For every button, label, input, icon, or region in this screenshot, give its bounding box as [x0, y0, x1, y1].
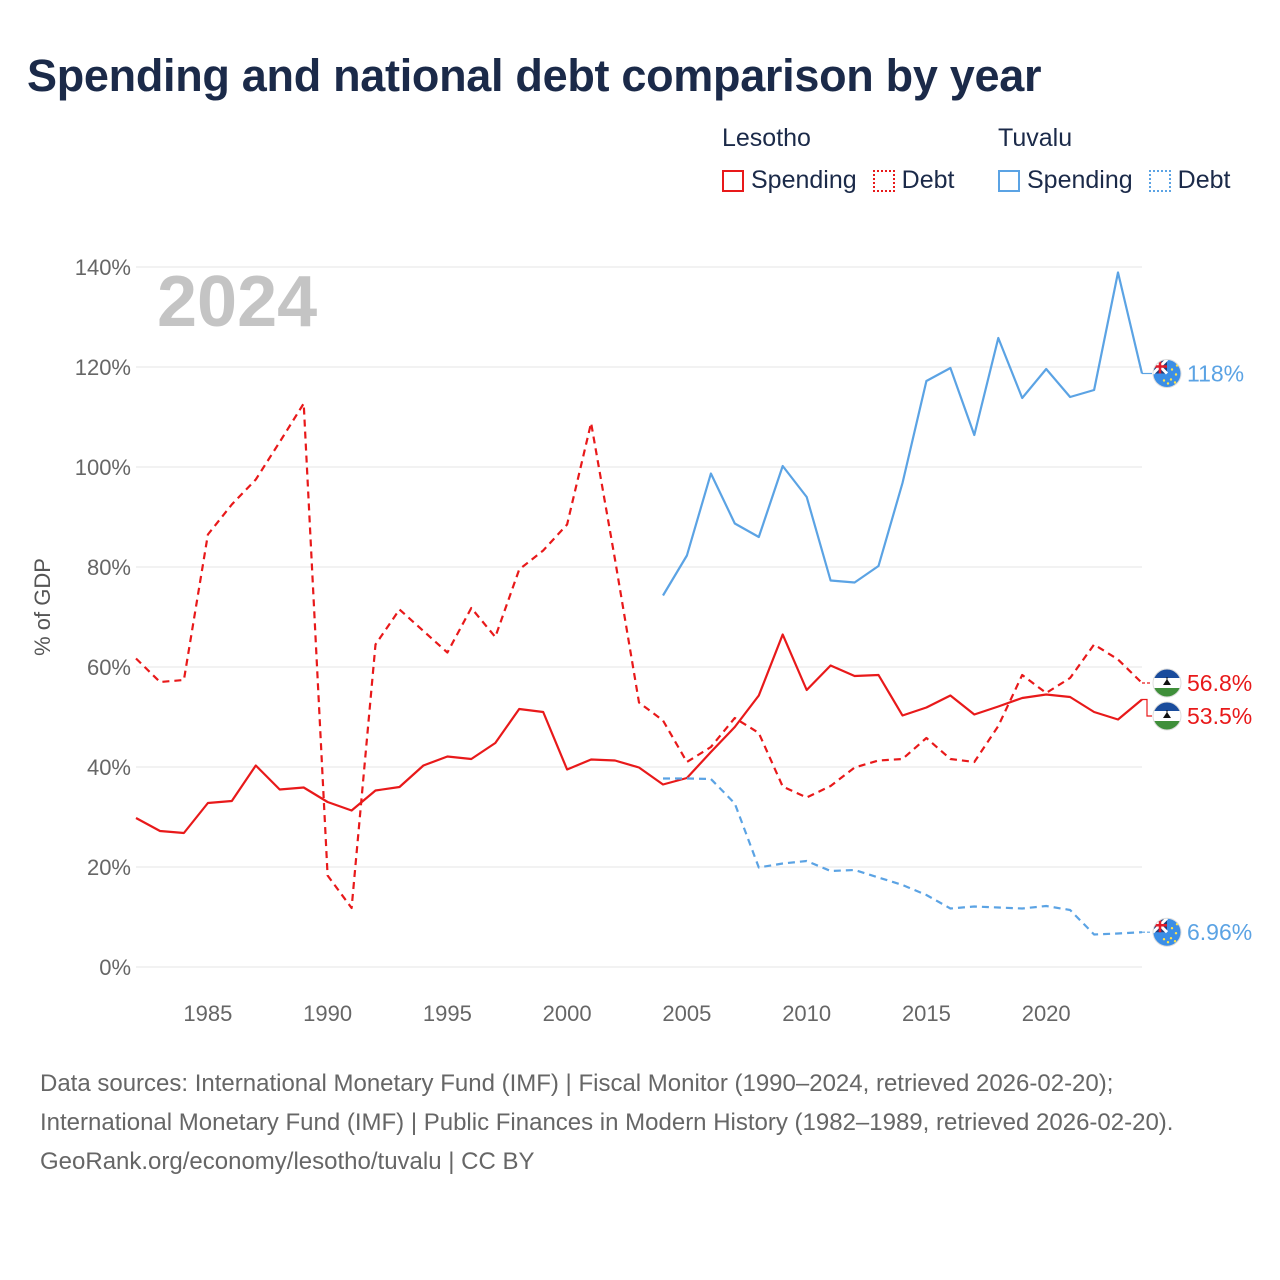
- end-label-connector: [1142, 698, 1152, 717]
- grid: [136, 266, 1142, 968]
- y-tick-label: 60%: [87, 655, 131, 680]
- legend-swatch-dotted: [872, 169, 895, 192]
- data-sources: Data sources: International Monetary Fun…: [40, 1070, 1174, 1136]
- legend-item-tuvalu-debt[interactable]: Debt: [1148, 166, 1231, 195]
- x-tick-label: 1990: [303, 1001, 352, 1026]
- legend-item-label: Debt: [1177, 166, 1231, 194]
- y-tick-label: 0%: [99, 955, 131, 980]
- series-line-lesotho-debt: [135, 402, 1143, 910]
- y-axis-ticks: 0% 20% 40% 60% 80% 100% 120% 140%: [75, 255, 131, 980]
- line-chart: 0% 20% 40% 60% 80% 100% 120% 140% 1985 1990 1995 2…: [30, 255, 1252, 1026]
- x-axis-ticks: 1985 1990 1995 2000 2005 2010 2015 2020: [183, 1001, 1070, 1026]
- flag-icon-lesotho: [1152, 701, 1182, 731]
- end-value-label: 53.5%: [1187, 703, 1252, 729]
- x-tick-label: 1985: [183, 1001, 232, 1026]
- legend-group-lesotho: Lesotho Spending Debt: [722, 124, 954, 195]
- y-tick-label: 140%: [75, 255, 131, 280]
- x-tick-label: 1995: [423, 1001, 472, 1026]
- end-value-label: 6.96%: [1187, 919, 1252, 945]
- x-tick-label: 2005: [662, 1001, 711, 1026]
- legend-country-label: Lesotho: [722, 124, 811, 152]
- flag-icon-tuvalu: [1152, 359, 1182, 388]
- legend-swatch-solid: [998, 169, 1020, 192]
- credit-link[interactable]: GeoRank.org/economy/lesotho/tuvalu | CC …: [40, 1148, 535, 1175]
- x-tick-label: 2000: [543, 1001, 592, 1026]
- x-tick-label: 2010: [782, 1001, 831, 1026]
- legend-swatch-solid: [722, 169, 744, 192]
- series-line-tuvalu-debt: [663, 777, 1143, 936]
- year-watermark: 2024: [157, 262, 317, 342]
- legend-item-tuvalu-spending[interactable]: Spending: [998, 166, 1133, 195]
- y-tick-label: 40%: [87, 755, 131, 780]
- legend-country-label: Tuvalu: [998, 124, 1073, 152]
- legend-item-label: Spending: [751, 166, 857, 194]
- series-line-lesotho-spending: [135, 633, 1143, 835]
- x-tick-label: 2015: [902, 1001, 951, 1026]
- y-tick-label: 20%: [87, 855, 131, 880]
- series-line-tuvalu-spending: [662, 271, 1144, 597]
- y-tick-label: 80%: [87, 555, 131, 580]
- series-lines: [135, 271, 1144, 936]
- legend-swatch-dotted: [1148, 169, 1171, 192]
- end-value-label: 56.8%: [1187, 670, 1252, 696]
- y-tick-label: 120%: [75, 355, 131, 380]
- y-tick-label: 100%: [75, 455, 131, 480]
- y-axis-title: % of GDP: [30, 558, 55, 656]
- legend-item-lesotho-debt[interactable]: Debt: [872, 166, 955, 195]
- legend-item-label: Spending: [1027, 166, 1133, 194]
- x-tick-label: 2020: [1022, 1001, 1071, 1026]
- chart-title: Spending and national debt comparison by…: [27, 50, 1042, 101]
- end-labels: 118% 56.8% 53.5% 6.96%: [1142, 359, 1252, 947]
- legend-item-lesotho-spending[interactable]: Spending: [722, 166, 857, 195]
- end-value-label: 118%: [1187, 361, 1244, 387]
- legend-item-label: Debt: [901, 166, 955, 194]
- flag-icon-tuvalu: [1152, 917, 1182, 947]
- footer: Data sources: International Monetary Fun…: [40, 1064, 1240, 1181]
- flag-icon-lesotho: [1152, 668, 1182, 698]
- legend-group-tuvalu: Tuvalu Spending Debt: [998, 124, 1230, 195]
